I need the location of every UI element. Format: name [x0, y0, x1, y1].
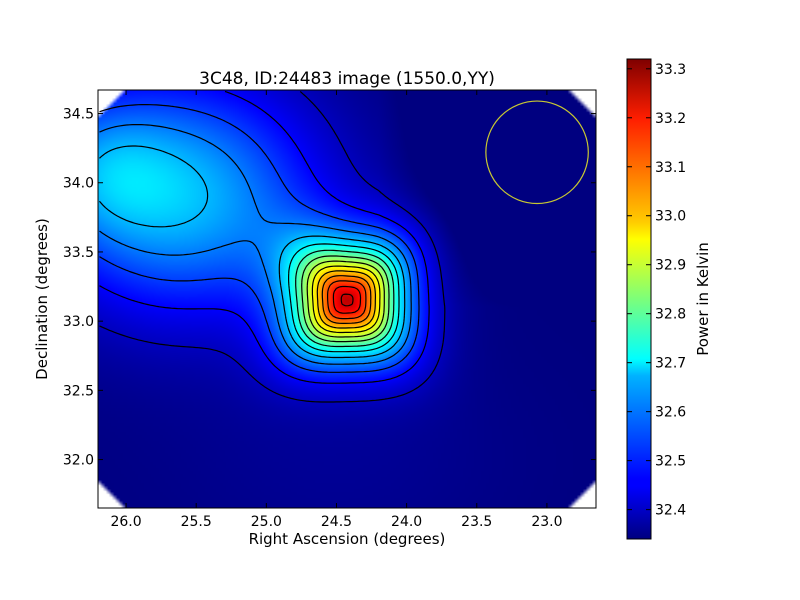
contour-line — [306, 260, 385, 338]
heatmap-area — [98, 90, 596, 508]
y-tick-label: 32.0 — [63, 453, 94, 469]
colorbar-tick-label: 33.2 — [655, 111, 686, 127]
contour-line — [327, 280, 367, 320]
y-axis-ticks: 32.0 32.5 33.0 33.5 34.0 34.5 — [63, 107, 596, 469]
x-tick-label: 25.5 — [181, 514, 212, 530]
y-tick-label: 33.0 — [63, 314, 94, 330]
colorbar-label: Power in Kelvin — [694, 242, 712, 356]
colorbar-tick-label: 32.8 — [655, 307, 686, 323]
colorbar-tick-label: 32.6 — [655, 405, 686, 421]
contour-line — [316, 270, 376, 329]
contour-line — [340, 293, 354, 307]
contour-line — [332, 285, 362, 314]
beam-circle — [485, 100, 589, 205]
x-tick-label: 23.0 — [531, 514, 562, 530]
x-axis-ticks: 26.0 25.5 25.0 24.5 24.0 23.5 23.0 — [110, 90, 562, 530]
contour-line — [99, 91, 446, 403]
chart-title: 3C48, ID:24483 image (1550.0,YY) — [199, 69, 495, 89]
y-tick-label: 34.0 — [63, 176, 94, 192]
contour-line — [99, 145, 406, 359]
colorbar-tick-label: 32.9 — [655, 258, 686, 274]
x-axis-label: Right Ascension (degrees) — [249, 530, 446, 548]
x-tick-label: 23.5 — [461, 514, 492, 530]
colorbar-tick-label: 33.0 — [655, 209, 686, 225]
x-tick-label: 24.5 — [321, 514, 352, 530]
y-tick-label: 34.5 — [63, 107, 94, 123]
y-tick-label: 33.5 — [63, 245, 94, 261]
colorbar-tick-label: 33.3 — [655, 62, 686, 78]
plot-frame — [97, 89, 597, 509]
contour-line — [99, 124, 412, 365]
contour-line — [321, 275, 372, 324]
x-tick-label: 25.0 — [251, 514, 282, 530]
colorbar-tick-label: 32.5 — [655, 454, 686, 470]
colorbar-tick-label: 32.7 — [655, 356, 686, 372]
colorbar — [626, 58, 652, 540]
y-tick-label: 32.5 — [63, 383, 94, 399]
contour-line — [295, 249, 395, 348]
colorbar-tick-label: 32.4 — [655, 503, 686, 519]
contour-line — [288, 243, 400, 353]
contour-line — [301, 255, 390, 343]
x-tick-label: 24.0 — [391, 514, 422, 530]
contour-line — [99, 90, 430, 384]
contour-line — [99, 104, 420, 373]
heatmap-image — [98, 90, 596, 508]
colorbar-ticks: 32.4 32.5 32.6 32.7 32.8 32.9 33.0 33.1 33.2 33.3 — [627, 62, 686, 519]
contour-lines — [99, 90, 446, 403]
x-tick-label: 26.0 — [110, 514, 141, 530]
contour-line — [311, 265, 381, 334]
colorbar-tick-label: 33.1 — [655, 160, 686, 176]
y-axis-label: Declination (degrees) — [33, 218, 51, 380]
